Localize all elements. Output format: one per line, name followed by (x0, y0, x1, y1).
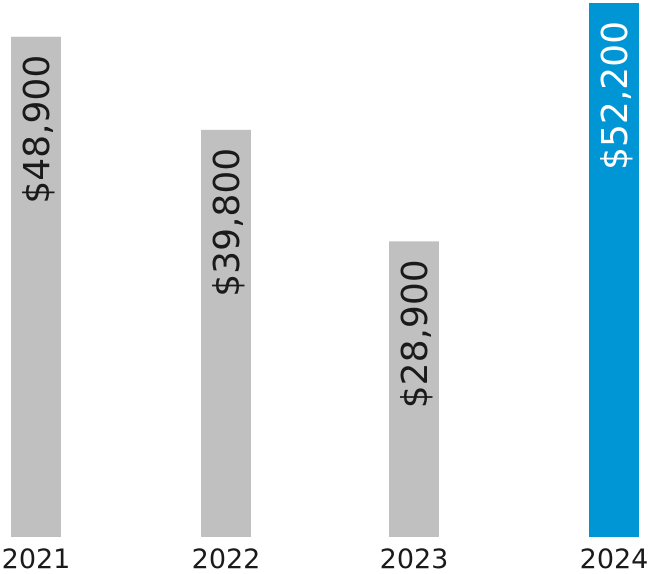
x-tick-label-2022: 2022 (192, 544, 261, 574)
data-label-2021: $48,900 (17, 55, 58, 204)
x-tick-labels-group: 2021 2022 2023 2024 (2, 544, 649, 574)
x-tick-label-2024: 2024 (580, 544, 649, 574)
data-label-2023: $28,900 (395, 259, 436, 408)
bar-2021 (11, 36, 61, 538)
bars-group (11, 3, 639, 538)
data-labels-group: $48,900 $39,800 $28,900 $52,200 (17, 21, 636, 408)
bar-2024 (589, 3, 639, 537)
bar-2023 (389, 241, 439, 537)
data-label-2024: $52,200 (595, 21, 636, 170)
x-tick-label-2021: 2021 (2, 544, 71, 574)
bar-2022 (201, 129, 251, 537)
x-tick-label-2023: 2023 (380, 544, 449, 574)
data-label-2022: $39,800 (207, 148, 248, 297)
